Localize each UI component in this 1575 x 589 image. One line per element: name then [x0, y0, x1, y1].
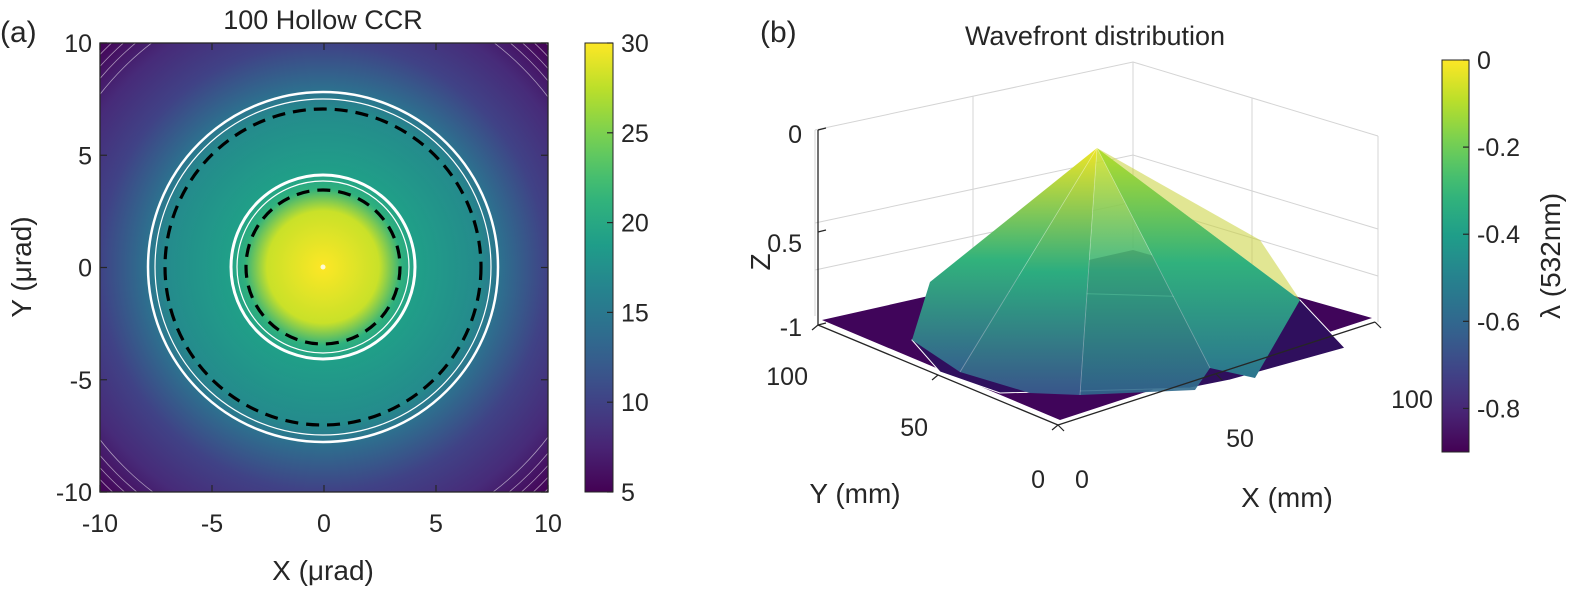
outer-dashed-circle	[163, 107, 483, 427]
colorbar-tick-label: 5	[621, 479, 635, 507]
inner-white-contour	[229, 173, 417, 361]
colorbar-tick-label: -0.2	[1477, 134, 1520, 162]
y-tick-100: 100	[766, 363, 808, 391]
colorbar-tick-label: 0	[1477, 47, 1491, 75]
z-tick-0: 0	[788, 121, 802, 149]
colorbar-a-ticks: 5 10 15 20 25 30	[607, 30, 649, 507]
colorbar-tick-label: 10	[621, 389, 649, 417]
panel-b-xlabel: X (mm)	[1241, 482, 1333, 513]
panel-a-ylabel: Y (μrad)	[6, 216, 37, 317]
x-tick-label: 10	[534, 510, 562, 538]
y-tick-label: -5	[70, 367, 92, 395]
y-tick-0: 0	[1031, 466, 1045, 494]
x-tick-label: 5	[429, 510, 443, 538]
colorbar-tick-label: -0.4	[1477, 221, 1520, 249]
panel-a-xlabel: X (μrad)	[272, 555, 374, 586]
panel-b-label: (b)	[760, 16, 797, 49]
x-tick-label: -5	[201, 510, 223, 538]
y-tick-label: -10	[56, 479, 92, 507]
surface-ridges	[959, 146, 1211, 396]
y-tick-label: 10	[64, 30, 92, 58]
panel-b-title: Wavefront distribution	[965, 21, 1225, 51]
x-tick-label: -10	[82, 510, 118, 538]
inner-dashed-circle	[244, 188, 402, 346]
heatmap-area	[100, 43, 548, 492]
colorbar-b-ticks: -0.8 -0.6 -0.4 -0.2 0	[1463, 47, 1520, 423]
colorbar-b	[1441, 59, 1470, 453]
colorbar-tick-label: 25	[621, 120, 649, 148]
z-tick-1: -1	[780, 314, 802, 342]
colorbar-a	[584, 42, 614, 493]
outer-white-contour-2	[154, 98, 492, 436]
y-tick-50: 50	[900, 414, 928, 442]
x-tick-100: 100	[1391, 386, 1433, 414]
inner-white-contour-2	[236, 180, 410, 354]
colorbar-tick-label: -0.6	[1477, 308, 1520, 336]
panel-a-ticks: -10 -5 0 5 10 -10 -5 0 5 10	[56, 30, 562, 538]
pyramid-face-front-right	[1080, 148, 1210, 395]
colorbar-b-label: λ (532nm)	[1535, 193, 1566, 319]
panel-a: (a) 100 Hollow CCR -10 -5 0 5 10 -10 -5 0 5 10 X …	[0, 5, 649, 586]
y-tick-label: 0	[78, 255, 92, 283]
colorbar-tick-label: 30	[621, 30, 649, 58]
z-tick-0.5: 0.5	[767, 230, 802, 258]
3d-tick-marks	[811, 127, 1382, 432]
panel-b: (b) Wavefront distribution	[745, 16, 1566, 513]
x-tick-50: 50	[1226, 425, 1254, 453]
panel-a-title: 100 Hollow CCR	[223, 5, 423, 35]
panel-b-zlabel: Z	[745, 253, 776, 270]
y-tick-label: 5	[78, 142, 92, 170]
colorbar-tick-label: -0.8	[1477, 395, 1520, 423]
panel-b-ylabel: Y (mm)	[809, 478, 900, 509]
x-tick-label: 0	[317, 510, 331, 538]
center-spot	[320, 264, 326, 270]
wavefront-surface	[822, 146, 1372, 420]
pyramid-face-right	[1097, 148, 1300, 378]
colorbar-tick-label: 20	[621, 210, 649, 238]
panel-a-label: (a)	[0, 16, 37, 49]
outer-white-contour	[146, 90, 500, 444]
pyramid-face-front-left	[960, 148, 1097, 395]
x-tick-0: 0	[1075, 466, 1089, 494]
pyramid-face-left	[912, 148, 1097, 372]
colorbar-tick-label: 15	[621, 299, 649, 327]
pyramid-face-back-right	[1097, 148, 1300, 300]
